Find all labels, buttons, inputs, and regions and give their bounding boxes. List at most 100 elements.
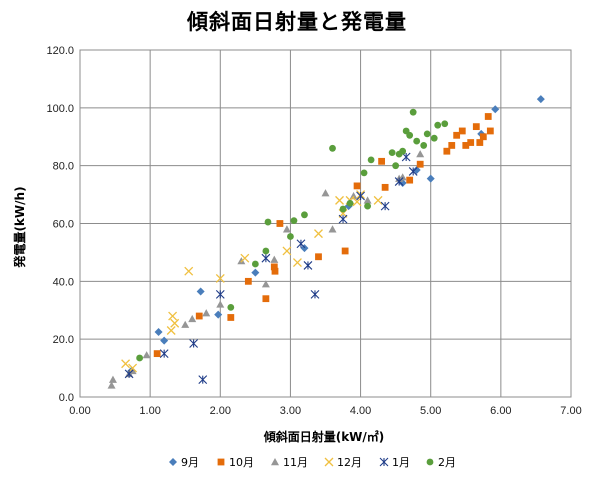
data-point	[244, 277, 252, 285]
x-tick-label: 2.00	[210, 405, 231, 417]
data-point	[262, 295, 270, 303]
data-point	[441, 120, 449, 128]
data-point	[416, 150, 425, 158]
data-points	[107, 95, 545, 389]
data-point	[166, 326, 176, 335]
data-point	[426, 174, 435, 183]
legend-marker	[169, 458, 177, 466]
legend-marker	[324, 457, 334, 467]
data-point	[270, 263, 278, 271]
data-point	[271, 267, 279, 275]
data-point	[380, 201, 390, 211]
data-point	[282, 225, 291, 233]
data-point	[237, 257, 246, 265]
data-point	[388, 149, 396, 157]
data-point	[184, 266, 194, 276]
data-point	[458, 127, 466, 135]
data-point	[215, 273, 225, 283]
data-point	[434, 121, 442, 129]
x-axis-title: 傾斜面日射量(kW/㎡)	[263, 429, 385, 444]
data-point	[108, 375, 117, 383]
data-point	[360, 169, 368, 177]
data-point	[136, 354, 144, 362]
data-point	[124, 369, 134, 379]
series-5	[124, 152, 418, 385]
data-point	[346, 199, 354, 207]
legend-marker	[217, 458, 225, 466]
data-point	[251, 260, 259, 268]
data-point	[276, 220, 284, 227]
y-tick-label: 80.0	[53, 161, 74, 173]
data-point	[261, 280, 270, 288]
data-point	[479, 133, 487, 141]
x-tick-label: 5.00	[420, 405, 441, 417]
data-point	[314, 229, 323, 239]
y-tick-label: 60.0	[53, 219, 74, 231]
data-point	[170, 318, 180, 328]
y-axis-title: 発電量(kW/h)	[12, 186, 27, 268]
legend-label: 10月	[229, 456, 254, 469]
data-point	[142, 351, 151, 359]
y-tick-label: 20.0	[53, 334, 74, 346]
data-point	[198, 375, 208, 385]
data-point	[413, 137, 421, 145]
data-point	[196, 287, 205, 296]
data-point	[453, 131, 461, 139]
data-point	[409, 108, 417, 116]
data-point	[349, 192, 358, 200]
data-point	[264, 218, 272, 226]
data-point	[315, 253, 322, 261]
data-point	[202, 309, 211, 317]
data-point	[215, 289, 225, 299]
data-point	[296, 239, 306, 249]
series-6	[136, 108, 449, 362]
series-4	[121, 190, 383, 373]
data-point	[303, 261, 313, 270]
legend-label: 2月	[438, 456, 456, 469]
grid-lines	[79, 49, 572, 398]
data-point	[338, 214, 348, 224]
data-point	[363, 196, 372, 204]
series-2	[153, 113, 494, 358]
data-point	[392, 162, 400, 170]
data-point	[367, 156, 375, 164]
axis-tick-labels: 0.00 1.00 2.00 3.00 4.00 5.00 6.00 7.00 0.0 20.0 4…	[46, 45, 581, 417]
data-point	[154, 327, 163, 336]
data-point	[398, 173, 407, 181]
y-tick-label: 40.0	[53, 276, 74, 288]
y-tick-label: 100.0	[46, 103, 74, 115]
legend-label: 11月	[283, 456, 308, 469]
data-point	[394, 177, 404, 186]
x-tick-label: 3.00	[280, 405, 301, 417]
data-point	[189, 339, 199, 348]
data-point	[443, 147, 451, 155]
data-point	[195, 312, 203, 320]
y-tick-label: 120.0	[46, 45, 74, 57]
data-point	[227, 314, 235, 321]
data-point	[216, 300, 225, 308]
data-point	[321, 189, 330, 197]
x-tick-label: 6.00	[490, 405, 511, 417]
plot-area-border	[79, 49, 572, 398]
data-point	[270, 255, 279, 263]
data-point	[290, 217, 298, 225]
data-point	[412, 166, 421, 175]
data-point	[408, 167, 418, 176]
data-point	[121, 359, 131, 369]
data-point	[420, 142, 428, 149]
data-point	[341, 247, 349, 255]
data-point	[448, 142, 456, 149]
chart-title: 傾斜面日射量と発電量	[187, 10, 407, 34]
data-point	[107, 381, 116, 389]
data-point	[240, 253, 250, 263]
data-point	[339, 205, 347, 213]
data-point	[292, 258, 302, 267]
data-point	[484, 113, 492, 120]
data-point	[491, 105, 500, 114]
data-point	[486, 127, 494, 135]
data-point	[262, 247, 270, 255]
legend-label: 1月	[392, 456, 410, 469]
data-point	[159, 349, 169, 359]
data-point	[301, 211, 308, 219]
